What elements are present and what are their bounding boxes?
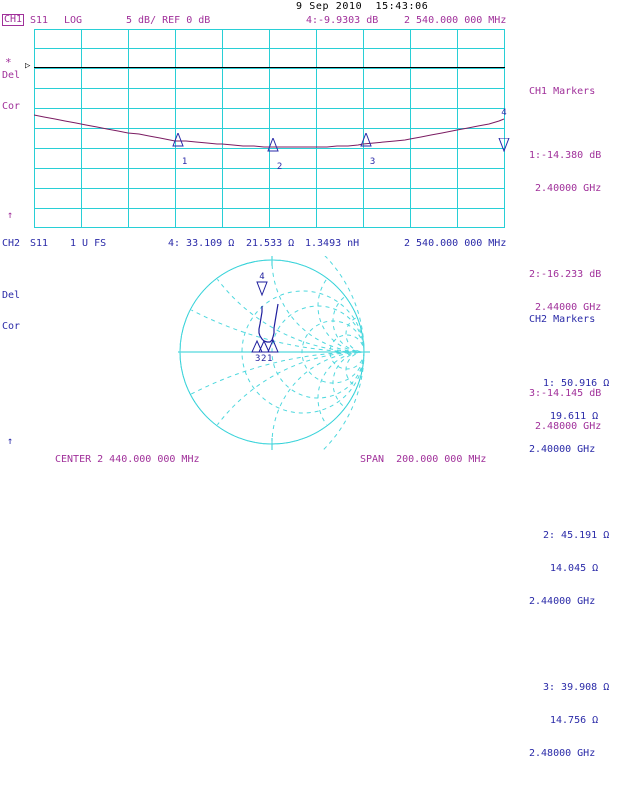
ch2-marker-entry-2-freq: 2.44000 GHz [529,596,596,607]
ch1-marker-2[interactable]: 2 [266,118,283,172]
smith-x-arc-n5 [345,351,363,389]
ch2-markers-panel-title: CH2 Markers [529,314,596,325]
smith-r-circle-0p5 [322,256,365,450]
ch2-marker-entry-3-freq: 2.48000 GHz [529,748,596,759]
ch1-marker-entry-2-freq: 2.44000 GHz [529,302,602,313]
smith-x-arc-p3 [332,289,363,353]
ch2-marker-2 [258,339,270,353]
smith-x-arc-n2 [317,351,363,443]
ch2-active-marker-resistance: 4: 33.109 Ω [168,238,235,249]
ch1-log-mag-graticule[interactable] [34,29,505,228]
ch1-marker-entry-2-value: 2:-16.233 dB [529,269,602,280]
ch1-scale-reference-label[interactable]: 5 dB/ REF 0 dB [126,15,211,26]
span-label[interactable]: SPAN 200.000 000 MHz [360,454,487,465]
ch1-active-marker-value: 4:-9.9303 dB [306,15,379,26]
ch2-marker-entry-2: 2: 45.191 Ω 14.045 Ω 2.44000 GHz [529,508,609,629]
ch1-marker-entry-1-value: 1:-14.380 dB [529,150,602,161]
ch2-parameter-label[interactable]: S11 [30,238,49,249]
ch1-markers-panel-title: CH1 Markers [529,86,596,97]
smith-x-arc-p0p2 [181,261,363,353]
ch2-marker-entry-3-reactance: 14.756 Ω [550,715,599,726]
ch2-marker-entry-1-reactance: 19.611 Ω [550,411,599,422]
ch1-marker-4-label: 4 [501,108,507,118]
ch1-marker-entry-3-freq: 2.48000 GHz [529,421,602,432]
ch2-marker-entry-1-resistance: 1: 50.916 Ω [543,378,610,389]
ch1-marker-entry-3-value: 3:-14.145 dB [529,388,602,399]
ch2-marker-4 [256,281,268,297]
ch1-marker-entry-1-freq: 2.40000 GHz [529,183,602,194]
ch2-delay-indicator: Del [2,290,21,301]
ch1-marker-3[interactable]: 3 [359,113,376,167]
ch1-marker-1[interactable]: 1 [171,113,188,167]
ch2-marker-3 [251,339,263,353]
ch2-correction-indicator: Cor [2,321,21,332]
ch1-marker-1-label: 1 [181,157,188,167]
smith-x-arc-n3 [332,351,363,415]
datetime-display: 9 Sep 2010 15:43:06 [296,1,429,12]
ch1-delay-indicator: Del [2,70,21,81]
smith-x-arc-p2 [317,261,363,353]
ch2-smith-chart[interactable]: 4 3 2 1 [178,256,370,450]
center-frequency-label[interactable]: CENTER 2 440.000 000 MHz [55,454,200,465]
smith-x-arc-p5 [345,315,363,353]
ch2-marker-entry-3-resistance: 3: 39.908 Ω [543,682,610,693]
ch2-markers-panel: CH2 Markers 1: 50.916 Ω 19.611 Ω 2.40000… [529,292,609,801]
ch2-marker-entry-1-freq: 2.40000 GHz [529,444,596,455]
ch1-marker-3-label: 3 [369,157,376,167]
ch1-marker-entry-3: 3:-14.145 dB 2.48000 GHz [529,366,601,454]
ch2-marker-entry-3: 3: 39.908 Ω 14.756 Ω 2.48000 GHz [529,660,609,781]
ch2-format-label[interactable]: 1 U FS [70,238,107,249]
ch1-correction-indicator: Cor [2,101,21,112]
ch1-parameter-label[interactable]: S11 [30,15,49,26]
ch2-uncoupled-arrow-icon: ↑ [7,436,14,447]
ch1-marker-4[interactable]: 4 [497,89,511,162]
smith-r-circle-10 [329,334,365,370]
ch1-sweep-indicator: * [5,56,12,69]
ch2-marker-4-label: 4 [259,272,264,282]
ch2-marker-entry-1: 1: 50.916 Ω 19.611 Ω 2.40000 GHz [529,356,609,477]
ch2-active-marker-frequency: 2 540.000 000 MHz [404,238,507,249]
ch2-marker-2-label: 2 [261,354,266,364]
ch2-marker-entry-2-resistance: 2: 45.191 Ω [543,530,610,541]
smith-x-arc-p0p5 [181,261,363,353]
ch1-active-marker-frequency: 2 540.000 000 MHz [404,15,507,26]
ch2-active-marker-reactance: 21.533 Ω [246,238,295,249]
channel-2-badge[interactable]: CH2 [2,238,21,249]
ch2-active-marker-inductance: 1.3493 nH [305,238,360,249]
ch1-uncoupled-arrow-icon: ↑ [7,210,14,221]
ch2-trace [258,303,279,343]
ch2-marker-3-label: 3 [255,354,260,364]
channel-1-badge[interactable]: CH1 [2,14,25,26]
ch1-markers-panel: CH1 Markers 1:-14.380 dB 2.40000 GHz 2:-… [529,64,601,474]
ch2-marker-1 [267,338,279,353]
ch1-trace [34,114,505,148]
ch1-reference-line [34,67,505,68]
ch2-marker-entry-2-reactance: 14.045 Ω [550,563,599,574]
ch1-marker-2-label: 2 [276,162,283,172]
smith-x-arc-n0p5 [181,351,363,443]
ch1-marker-entry-2: 2:-16.233 dB 2.44000 GHz [529,247,601,335]
ch1-format-label[interactable]: LOG [64,15,83,26]
ch1-reference-position-icon[interactable]: ▷ [25,61,31,71]
ch2-marker-1-label: 1 [267,354,272,364]
ch1-marker-entry-1: 1:-14.380 dB 2.40000 GHz [529,128,601,216]
